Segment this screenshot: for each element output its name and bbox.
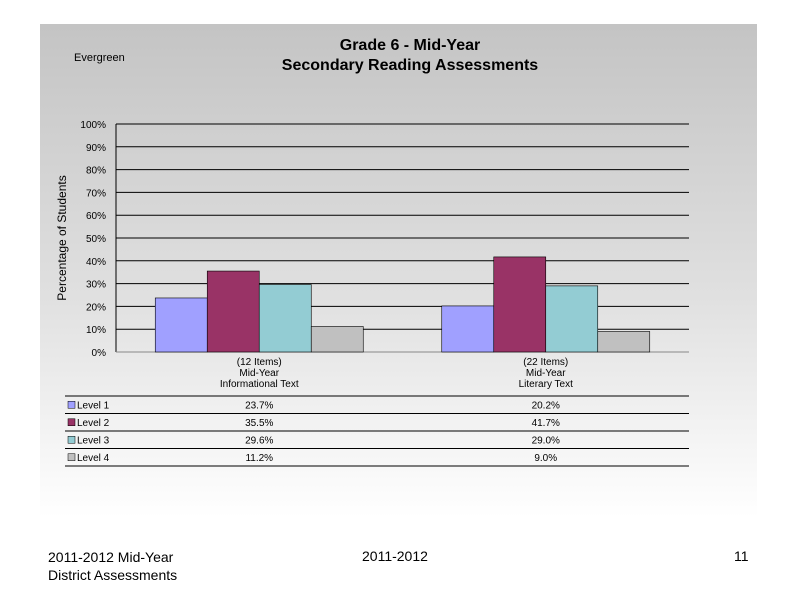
bar-level-3	[258, 284, 312, 353]
y-tick-label: 20%	[86, 302, 106, 313]
bar-level-4	[597, 331, 651, 353]
legend-swatch	[67, 453, 76, 461]
bar-level-1	[441, 305, 495, 353]
table-cell: 9.0%	[534, 453, 557, 464]
y-tick-label: 70%	[86, 188, 106, 199]
legend-label: Level 1	[77, 400, 110, 411]
table-cell: 35.5%	[245, 418, 273, 429]
table-cell: 29.0%	[532, 435, 560, 446]
bar-level-3	[545, 285, 599, 353]
footer-line-1: 2011-2012 Mid-Year	[48, 549, 174, 565]
chart-svg: Evergreen Grade 6 - Mid-Year Secondary Rea…	[55, 37, 689, 467]
footer-left: 2011-2012 Mid-Year District Assessments	[48, 548, 177, 584]
chart-title: Grade 6 - Mid-Year	[340, 37, 481, 54]
x-category-label: Mid-Year	[526, 368, 566, 379]
legend-label: Level 2	[77, 418, 110, 429]
legend-label: Level 3	[77, 435, 110, 446]
table-cell: 41.7%	[532, 418, 560, 429]
y-tick-label: 100%	[80, 120, 106, 131]
school-name: Evergreen	[74, 52, 125, 64]
x-category-label: Literary Text	[519, 379, 574, 390]
x-category-label: Informational Text	[220, 379, 299, 390]
chart-subtitle: Secondary Reading Assessments	[282, 57, 539, 74]
y-tick-label: 40%	[86, 257, 106, 268]
bar-level-4	[310, 326, 364, 353]
y-tick-label: 50%	[86, 234, 106, 245]
bar-level-2	[206, 270, 260, 353]
page-number: 11	[734, 548, 749, 564]
legend-swatch	[67, 418, 76, 426]
table-cell: 20.2%	[532, 400, 560, 411]
footer-center: 2011-2012	[362, 548, 428, 564]
legend-label: Level 4	[77, 453, 110, 464]
y-tick-label: 0%	[92, 348, 107, 359]
y-tick-label: 30%	[86, 280, 106, 291]
y-tick-label: 80%	[86, 166, 106, 177]
x-category-label: Mid-Year	[239, 368, 279, 379]
y-axis-label: Percentage of Students	[55, 175, 69, 300]
footer-line-2: District Assessments	[48, 567, 178, 583]
bar-level-2	[493, 256, 547, 353]
bar-level-1	[154, 297, 208, 353]
legend-swatch	[67, 436, 76, 444]
y-tick-label: 60%	[86, 211, 106, 222]
table-cell: 29.6%	[245, 435, 273, 446]
x-category-label: (22 Items)	[523, 357, 568, 368]
y-tick-label: 90%	[86, 143, 106, 154]
table-cell: 23.7%	[245, 400, 273, 411]
y-tick-label: 10%	[86, 325, 106, 336]
table-cell: 11.2%	[245, 453, 273, 464]
legend-swatch	[67, 401, 76, 409]
x-category-label: (12 Items)	[237, 357, 282, 368]
chart-panel: Evergreen Grade 6 - Mid-Year Secondary Rea…	[40, 24, 757, 518]
